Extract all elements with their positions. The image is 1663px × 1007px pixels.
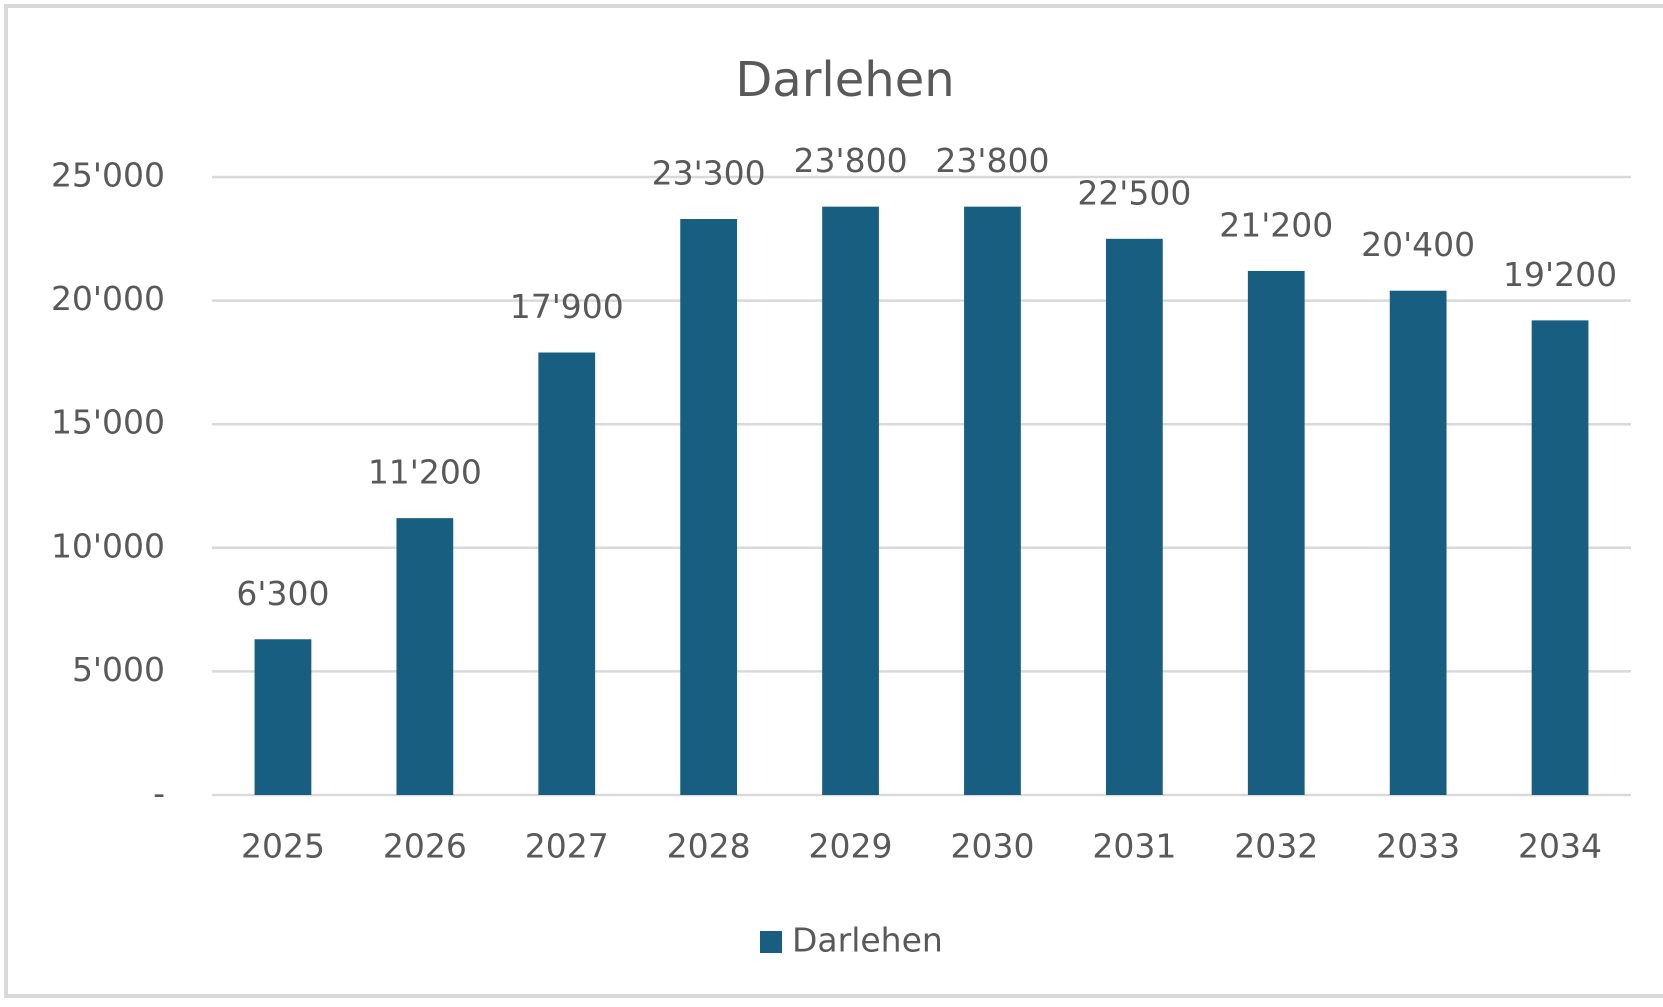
y-tick-label: 25'000	[51, 156, 165, 195]
x-tick-label: 2025	[241, 827, 325, 866]
data-label: 20'400	[1361, 225, 1475, 264]
x-tick-label: 2031	[1092, 827, 1176, 866]
legend-swatch	[760, 931, 782, 953]
x-tick-label: 2026	[383, 827, 467, 866]
bar	[254, 639, 312, 795]
x-tick-label: 2034	[1518, 827, 1602, 866]
bar	[1389, 290, 1447, 795]
y-tick-label: 20'000	[51, 279, 165, 318]
bar	[396, 518, 454, 795]
bar	[964, 206, 1021, 795]
legend-label: Darlehen	[792, 921, 943, 960]
x-tick-label: 2028	[667, 827, 751, 866]
y-tick-label: 5'000	[72, 650, 165, 689]
y-tick-label: -	[153, 774, 165, 813]
x-tick-label: 2032	[1234, 827, 1318, 866]
data-label: 22'500	[1077, 173, 1191, 212]
x-tick-label: 2029	[809, 827, 893, 866]
data-label: 21'200	[1219, 205, 1333, 244]
bar	[538, 352, 596, 795]
bar	[680, 219, 738, 796]
chart-title: Darlehen	[735, 52, 954, 108]
bar	[1531, 320, 1589, 795]
bar	[822, 206, 879, 795]
y-tick-label: 15'000	[51, 403, 165, 442]
data-label: 23'300	[652, 154, 766, 193]
data-label: 17'900	[510, 287, 624, 326]
bar	[1105, 238, 1163, 796]
x-tick-label: 2030	[950, 827, 1034, 866]
data-label: 23'800	[794, 141, 908, 180]
data-label: 11'200	[368, 453, 482, 492]
y-tick-label: 10'000	[51, 526, 165, 565]
data-label: 19'200	[1503, 255, 1617, 294]
data-label: 6'300	[236, 574, 329, 613]
x-tick-label: 2027	[525, 827, 609, 866]
bar	[1247, 270, 1305, 795]
data-label: 23'800	[935, 141, 1049, 180]
x-tick-label: 2033	[1376, 827, 1460, 866]
